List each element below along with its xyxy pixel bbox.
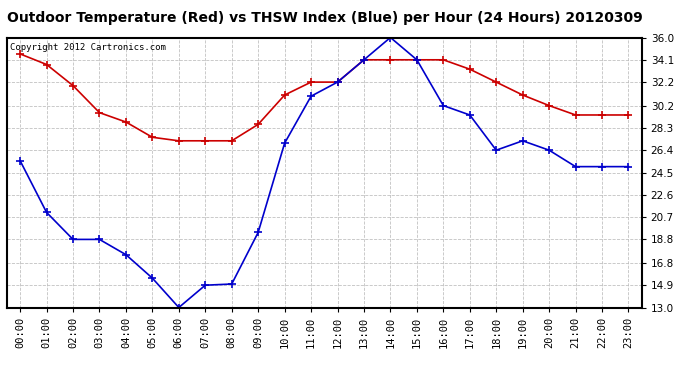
Text: Copyright 2012 Cartronics.com: Copyright 2012 Cartronics.com [10,43,166,52]
Text: Outdoor Temperature (Red) vs THSW Index (Blue) per Hour (24 Hours) 20120309: Outdoor Temperature (Red) vs THSW Index … [7,11,642,25]
